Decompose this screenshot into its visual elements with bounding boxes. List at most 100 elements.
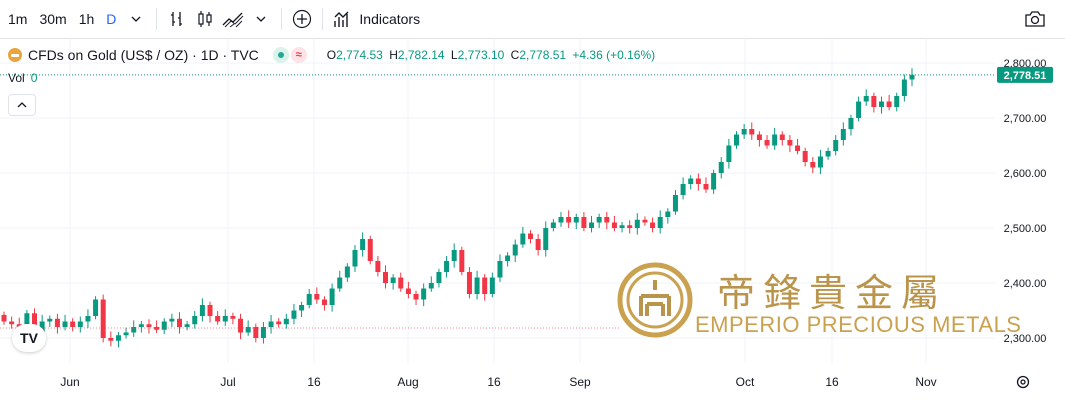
collapse-legend-button[interactable] (8, 94, 36, 116)
candle-body (672, 195, 678, 212)
candle-body (161, 321, 167, 330)
candle-body (795, 145, 801, 151)
candle-body (123, 332, 129, 336)
candle-body (337, 277, 343, 289)
candle-body (840, 129, 846, 140)
candle-body (772, 134, 778, 146)
candle-body (291, 310, 297, 319)
candle-body (222, 316, 228, 322)
symbol-title[interactable]: CFDs on Gold (US$ / OZ) · 1D · TVC (28, 47, 259, 63)
candle-body (779, 134, 785, 140)
interval-1m[interactable]: 1m (8, 11, 28, 27)
status-pills[interactable]: ≈ (272, 47, 307, 63)
interval-1h[interactable]: 1h (78, 11, 95, 27)
candle-body (459, 250, 465, 272)
candle-body (856, 101, 862, 118)
candle-body (268, 321, 274, 327)
candle-body (421, 288, 427, 300)
candle-body (787, 140, 793, 146)
plus-circle-icon[interactable] (288, 5, 316, 33)
candle-body (245, 327, 251, 333)
time-tick-label: Aug (397, 375, 418, 389)
candle-body (360, 239, 366, 250)
candle-body (619, 225, 625, 228)
candle-body (115, 335, 121, 341)
interval-30m[interactable]: 30m (39, 11, 67, 27)
candle-body (657, 217, 663, 228)
volume-value: 0 (30, 71, 38, 85)
candle-body (688, 178, 694, 184)
area-chart-icon[interactable] (219, 5, 247, 33)
candle-body (299, 305, 305, 311)
tradingview-logo[interactable]: TV (12, 324, 46, 352)
candle-body (276, 321, 282, 325)
candle-body (283, 318, 289, 325)
price-chart[interactable]: 2,800.002,700.002,600.002,500.002,400.00… (0, 38, 1065, 404)
candle-body (108, 338, 114, 341)
candle-body (329, 288, 335, 305)
candle-body (1, 314, 7, 322)
price-tick-label: 2,600.00 (1004, 168, 1047, 180)
indicators-button[interactable]: Indicators (359, 11, 421, 27)
emperio-logo-icon (617, 262, 693, 338)
candle-body (573, 217, 579, 223)
watermark-chinese: 帝鋒貴金屬 (717, 271, 948, 315)
candle-body (184, 324, 190, 327)
candle-body (810, 162, 816, 168)
candle-body (695, 178, 701, 184)
candle-body (589, 222, 595, 228)
candle-body (627, 225, 633, 228)
candle-body (192, 316, 198, 325)
candle-body (650, 222, 656, 228)
candle-body (344, 266, 350, 278)
candle-body (894, 96, 900, 107)
chevron-up-icon (17, 102, 27, 108)
candle-body (390, 277, 396, 283)
candle-body (146, 324, 152, 327)
chevron-down-icon[interactable] (122, 5, 150, 33)
candle-body (314, 294, 320, 300)
candles-icon[interactable] (191, 5, 219, 33)
candle-body (581, 217, 587, 228)
candle-body (451, 250, 457, 261)
candle-body (901, 79, 907, 96)
candle-body (54, 318, 60, 327)
time-tick-label: 16 (825, 375, 839, 389)
candle-body (138, 324, 144, 327)
candle-body (77, 321, 83, 327)
candle-body (535, 239, 541, 250)
candle-body (62, 321, 68, 327)
camera-icon[interactable] (1021, 5, 1049, 33)
candle-body (413, 294, 419, 300)
candle-body (817, 156, 823, 168)
candle-body (306, 294, 312, 305)
candle-body (9, 321, 15, 325)
settings-icon[interactable] (1015, 374, 1031, 395)
symbol-legend[interactable]: CFDs on Gold (US$ / OZ) · 1D · TVC ≈ O 2,… (8, 45, 655, 65)
candle-body (711, 173, 717, 190)
grid-lines (0, 38, 995, 363)
top-toolbar: 1m 30m 1h D Indicators (0, 0, 1065, 39)
divider (156, 8, 158, 30)
candle-body (604, 217, 610, 223)
candle-body (70, 321, 76, 327)
candle-body (47, 318, 53, 322)
interval-d[interactable]: D (106, 11, 117, 27)
indicators-icon[interactable] (329, 5, 357, 33)
candle-body (497, 261, 503, 278)
gold-icon (8, 48, 22, 62)
bar-chart-icon[interactable] (163, 5, 191, 33)
candle-body (871, 96, 877, 107)
candle-body (550, 222, 556, 228)
high-value: 2,782.14 (397, 48, 445, 62)
close-value: 2,778.51 (519, 48, 567, 62)
candle-body (680, 184, 686, 195)
candle-body (833, 140, 839, 151)
candle-body (543, 228, 549, 250)
chevron-down-icon[interactable] (247, 5, 275, 33)
low-label: L (450, 48, 458, 62)
volume-label: Vol (8, 71, 25, 85)
candle-body (436, 272, 442, 283)
open-label: O (326, 48, 337, 62)
candle-body (100, 299, 106, 338)
